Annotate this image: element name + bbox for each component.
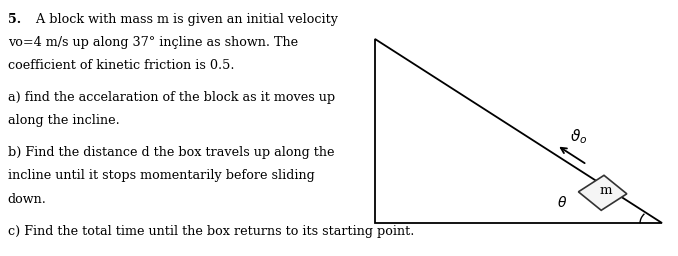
Polygon shape (578, 175, 627, 210)
Text: b) Find the distance d the box travels up along the: b) Find the distance d the box travels u… (7, 146, 334, 159)
Text: $\theta$: $\theta$ (557, 196, 567, 210)
Text: a) find the accelaration of the block as it moves up: a) find the accelaration of the block as… (7, 91, 335, 104)
Text: vo=4 m/s up along 37° inçline as shown. The: vo=4 m/s up along 37° inçline as shown. … (7, 36, 298, 49)
Text: $\vartheta_o$: $\vartheta_o$ (570, 127, 587, 145)
Text: coefficient of kinetic friction is 0.5.: coefficient of kinetic friction is 0.5. (7, 59, 234, 72)
Text: down.: down. (7, 193, 47, 206)
Text: c) Find the total time until the box returns to its starting point.: c) Find the total time until the box ret… (7, 225, 414, 238)
Polygon shape (375, 38, 662, 223)
Text: 5.: 5. (7, 13, 21, 26)
Text: incline until it stops momentarily before sliding: incline until it stops momentarily befor… (7, 169, 315, 183)
Text: A block with mass m is given an initial velocity: A block with mass m is given an initial … (33, 13, 338, 26)
Text: along the incline.: along the incline. (7, 114, 119, 127)
Text: m: m (599, 184, 612, 197)
